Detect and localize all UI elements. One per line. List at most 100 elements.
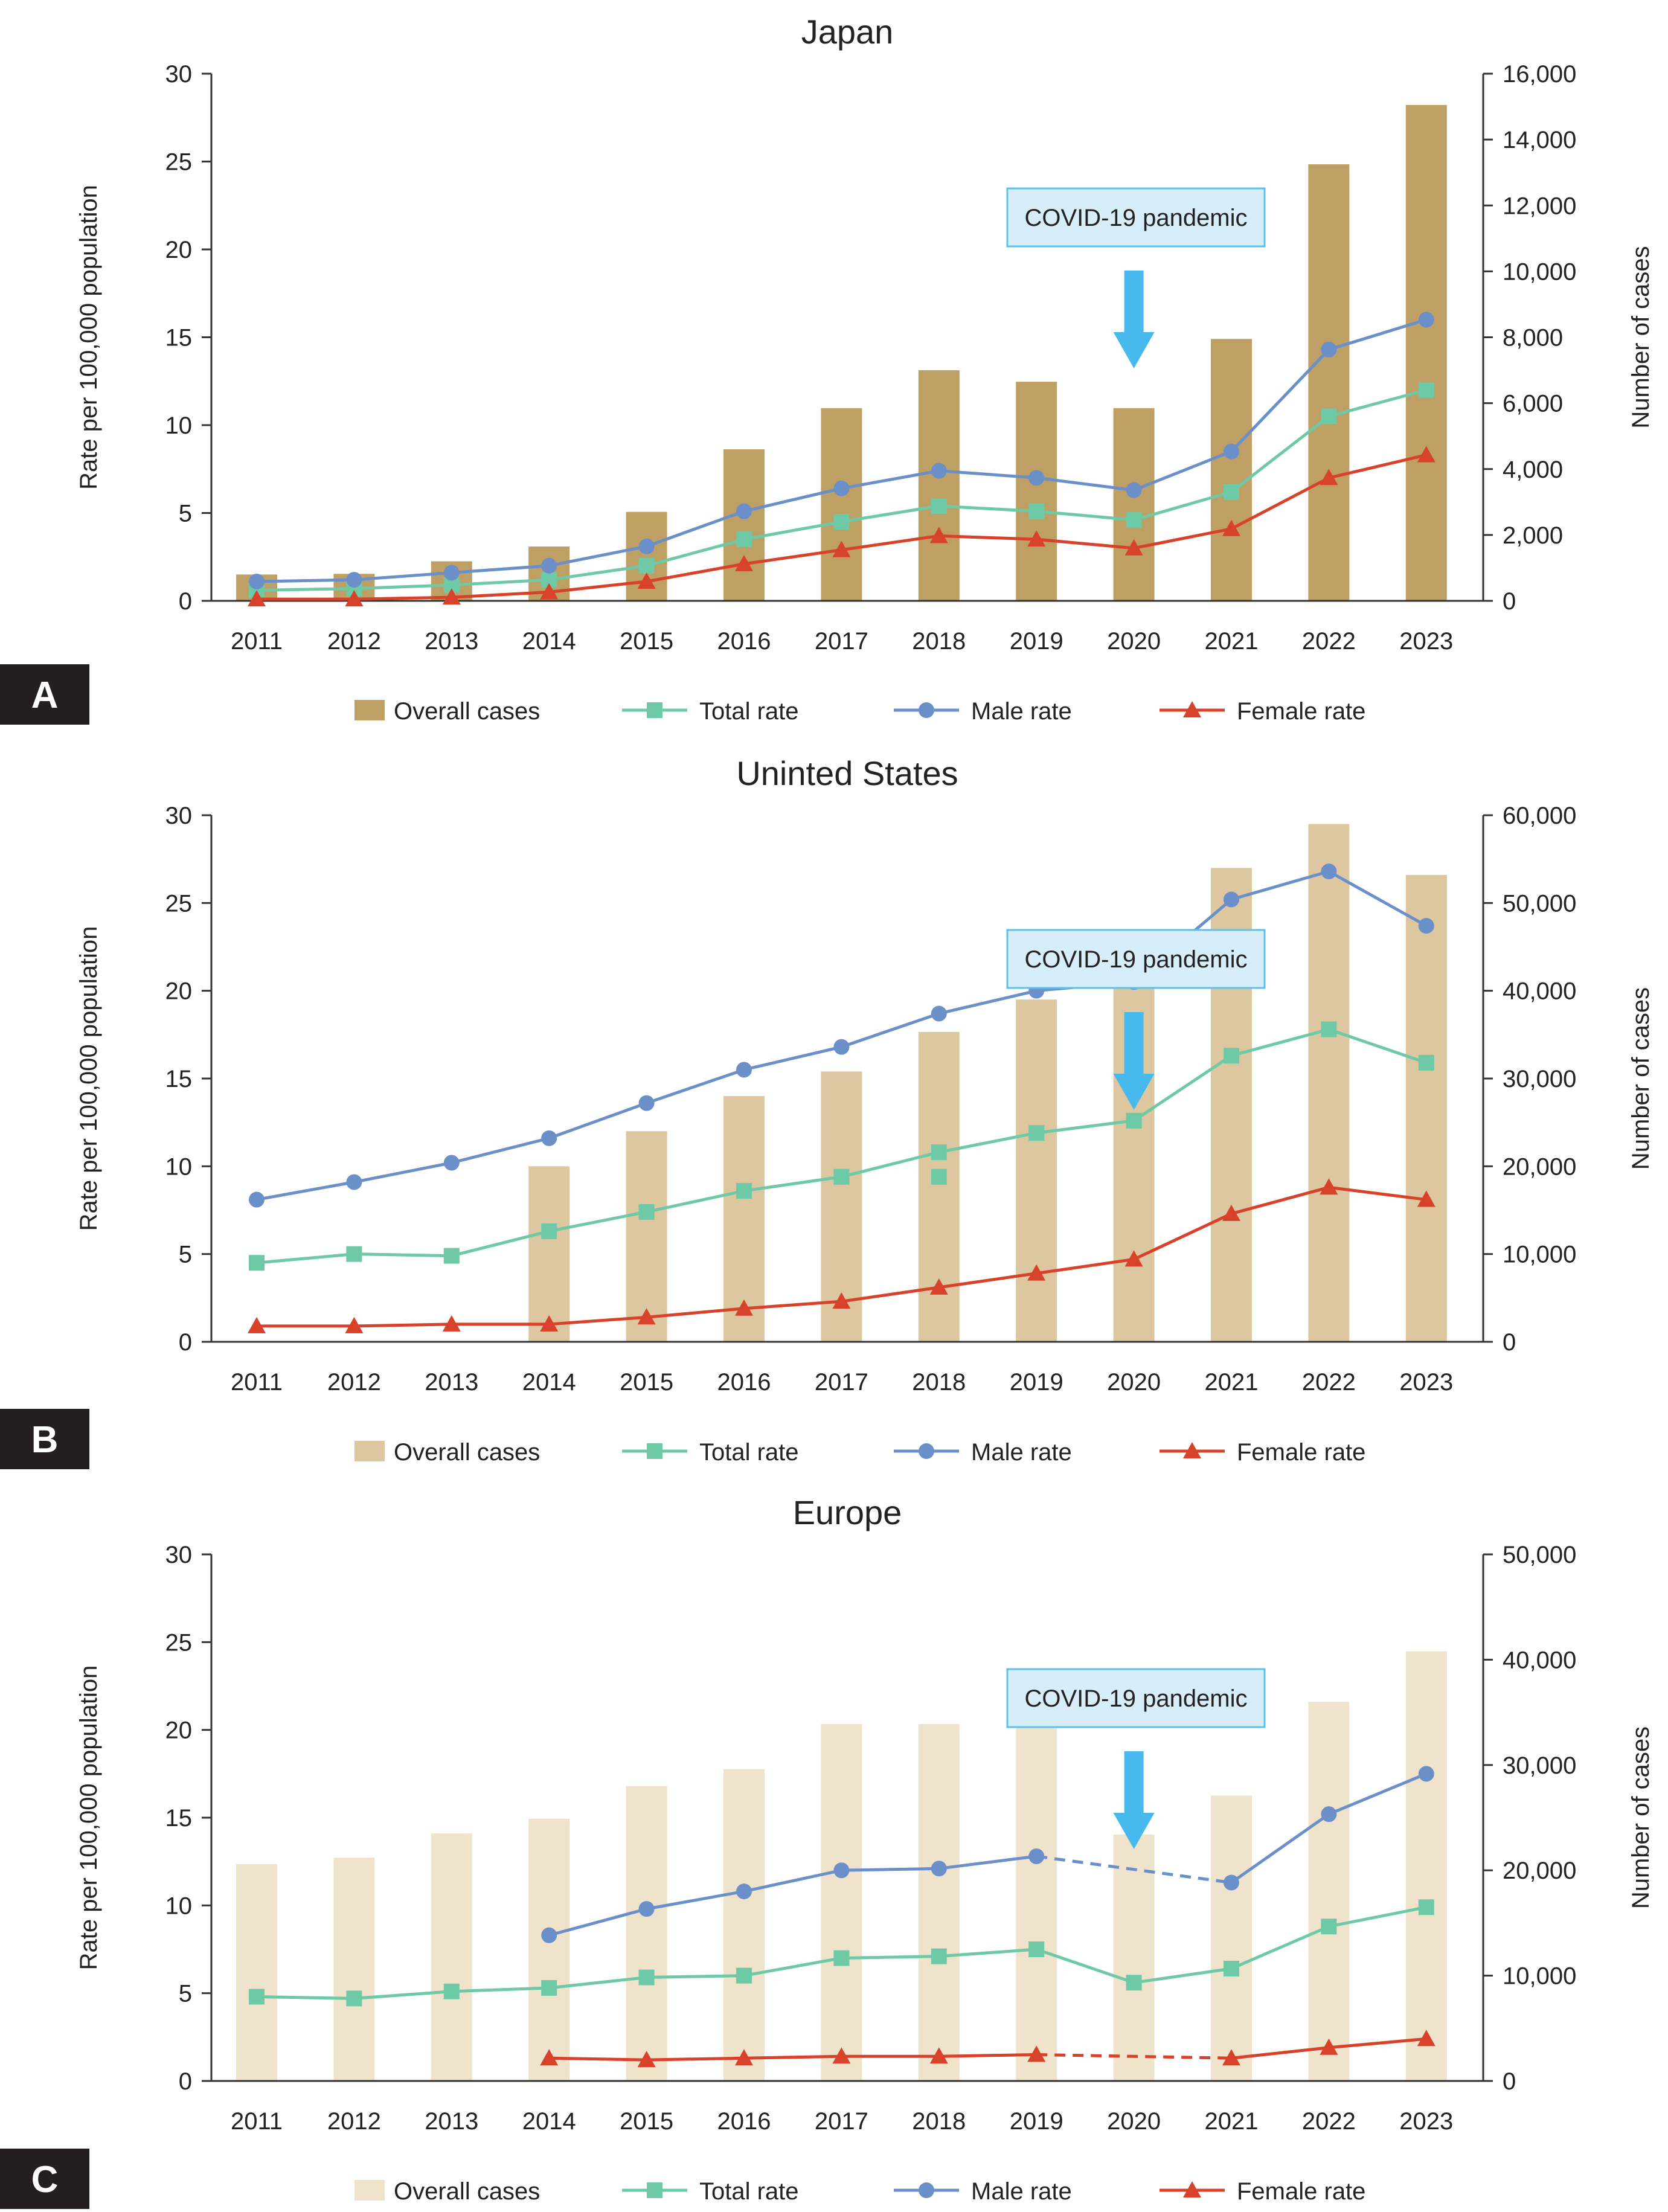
x-tick-label: 2015	[620, 1369, 673, 1396]
chart-title: Europe	[793, 1493, 902, 1531]
y2-tick-label: 14,000	[1503, 127, 1576, 153]
series-male-rate	[249, 312, 1434, 589]
point-2015	[638, 1204, 655, 1220]
x-tick-label: 2022	[1302, 1369, 1356, 1396]
point-2022	[1320, 2038, 1338, 2055]
point-2011	[249, 1989, 265, 2005]
y2-tick-label: 10,000	[1503, 1963, 1576, 1990]
bar-2023	[1405, 874, 1447, 1342]
legend-marker	[919, 1443, 934, 1459]
bars-overall-cases	[236, 1651, 1447, 2081]
point-2018	[929, 2047, 948, 2064]
point-2015	[638, 1901, 655, 1917]
bar-2016	[723, 1769, 765, 2081]
bar-2017	[821, 408, 862, 601]
x-tick-label: 2015	[620, 628, 673, 655]
point-2012	[346, 572, 362, 588]
point-2021	[1224, 891, 1239, 908]
point-2014	[540, 583, 559, 600]
series-male-rate	[541, 1766, 1434, 1943]
legend-item-female-rate: Female rate	[1160, 1439, 1365, 1466]
point-2014	[541, 557, 557, 574]
point-extra-2018	[931, 1169, 947, 1185]
series-total-rate	[249, 1899, 1434, 2007]
point-2018	[931, 1144, 947, 1161]
point-2011	[249, 1191, 265, 1208]
point-2014	[541, 1130, 557, 1146]
point-2020	[1126, 1975, 1142, 1991]
point-2020	[1126, 1112, 1142, 1129]
bar-2017	[821, 1723, 862, 2081]
bar-2015	[626, 1786, 667, 2081]
chart-panel-b: Uninted States 0 5 10 15 20 25 30 0 10,000 20,000 3…	[0, 754, 1654, 1469]
legend-swatch	[354, 700, 385, 720]
legend: Overall cases Total rate Male rate Female r…	[354, 1439, 1365, 1466]
bar-2019	[1016, 999, 1057, 1342]
covid-annotation: COVID-19 pandemic	[1006, 929, 1266, 1110]
point-2015	[637, 572, 656, 589]
panel-letter: B	[31, 1419, 59, 1461]
point-2022	[1321, 341, 1337, 357]
series-line	[549, 2053, 1037, 2062]
bar-2011	[236, 1864, 277, 2081]
point-2019	[1028, 470, 1045, 486]
point-2021	[1224, 1874, 1239, 1891]
point-2022	[1320, 469, 1338, 486]
arrow-shaft	[1124, 1012, 1144, 1075]
legend-marker	[647, 1443, 662, 1459]
point-2023	[1418, 382, 1434, 398]
bar-2019	[1016, 382, 1057, 601]
point-2011	[249, 573, 265, 589]
bar-2020	[1113, 1834, 1155, 2081]
point-2022	[1320, 1178, 1338, 1195]
x-tick-label: 2014	[522, 628, 576, 655]
legend-item-male-rate: Male rate	[894, 1439, 1072, 1466]
x-tick-label: 2011	[231, 1369, 283, 1396]
arrow-down-icon	[1113, 1813, 1155, 1849]
point-2013	[443, 1155, 460, 1171]
x-tick-label: 2023	[1399, 1369, 1453, 1396]
point-2020	[1126, 482, 1142, 498]
point-2021	[1224, 1960, 1239, 1976]
y2-tick-label: 20,000	[1503, 1153, 1576, 1180]
annotation-text: COVID-19 pandemic	[1024, 205, 1247, 231]
legend-item-male-rate: Male rate	[894, 2178, 1072, 2205]
point-2015	[638, 1969, 655, 1986]
point-2012	[346, 1246, 362, 1262]
y-tick-label: 30	[165, 1542, 193, 1568]
y2-tick-label: 60,000	[1503, 803, 1576, 829]
point-2017	[833, 514, 850, 530]
series-female-rate	[248, 446, 1435, 607]
bar-2023	[1405, 104, 1447, 601]
y2-tick-label: 6,000	[1503, 391, 1563, 417]
y-axis-label: Rate per 100,000 population	[75, 1665, 102, 1970]
x-tick-label: 2012	[327, 2108, 381, 2135]
point-2016	[735, 2049, 753, 2066]
series-female-rate	[248, 1178, 1435, 1333]
point-2019	[1028, 503, 1045, 519]
legend-marker	[647, 702, 662, 718]
point-2014	[541, 1980, 557, 1996]
point-2015	[637, 1308, 656, 1325]
point-2023	[1418, 918, 1434, 934]
y-tick-label: 15	[165, 1066, 193, 1092]
x-tick-label: 2018	[912, 2108, 966, 2135]
point-2018	[931, 1948, 947, 1964]
point-2016	[736, 1883, 752, 1900]
legend-label: Female rate	[1237, 1439, 1365, 1466]
bar-2022	[1308, 1702, 1350, 2081]
y-tick-label: 25	[165, 149, 193, 176]
panel-letter-badge	[0, 2149, 89, 2209]
point-2019	[1028, 1125, 1045, 1141]
annotation-text: COVID-19 pandemic	[1024, 946, 1247, 973]
y-tick-label: 20	[165, 237, 193, 263]
point-2023	[1417, 2030, 1435, 2047]
point-2016	[735, 554, 753, 571]
y-tick-label: 30	[165, 803, 193, 829]
legend-label: Total rate	[699, 698, 799, 725]
legend-marker	[1183, 701, 1201, 717]
point-2014	[540, 1315, 559, 1332]
annotation-box	[1006, 1668, 1266, 1728]
bar-2020	[1113, 408, 1155, 601]
